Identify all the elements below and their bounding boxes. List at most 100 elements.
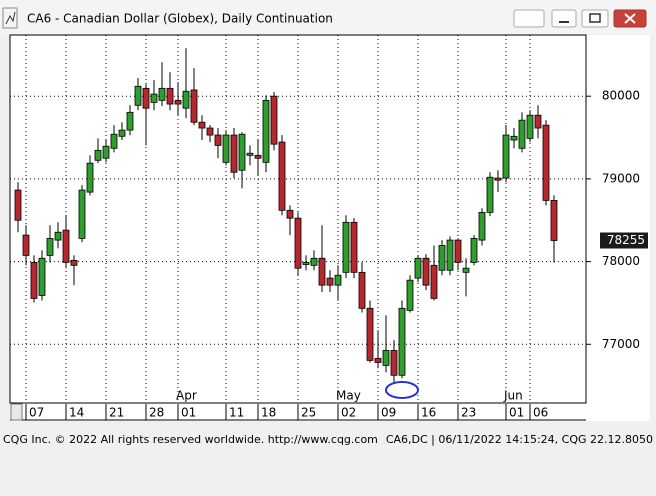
window-title: CA6 - Canadian Dollar (Globex), Daily Co… [27,12,333,26]
candle-body [86,162,94,193]
x-tick-label: 11 [229,406,244,420]
window-icon-line [5,11,16,25]
x-tick-label: 01 [509,406,524,420]
candle-body [134,85,142,106]
candle-body [206,127,214,136]
footer-left: CQG Inc. © 2022 All rights reserved worl… [3,433,378,446]
scroll-handle[interactable] [10,403,23,421]
candle-body [430,264,438,299]
candle-body [366,307,374,361]
candle-body [374,357,382,363]
candle-body [382,350,390,366]
last-price-box [600,232,648,249]
candle-body [446,239,454,271]
candle-body [318,257,326,286]
candle-body [326,277,334,286]
candle-body [158,87,166,101]
candle-body [550,199,558,241]
candle-body [422,257,430,286]
candle-body [478,211,486,241]
candle-body [470,238,478,263]
month-label: Apr [176,389,197,403]
last-price-label: 78255 [607,233,645,247]
x-tick-label: 07 [29,406,44,420]
month-label: May [336,389,361,403]
candle-body [110,133,118,149]
candle-body [494,177,502,181]
candle-body [198,121,206,129]
link-button[interactable] [513,9,545,28]
candle-body [238,133,246,171]
candle-body [30,262,38,299]
candle-body [526,114,534,139]
x-tick-label: 25 [301,406,316,420]
candle-body [398,307,406,376]
candle-body [254,154,262,159]
x-tick-label: 21 [109,406,124,420]
candle-body [102,145,110,159]
candle-body [534,114,542,129]
candle-body [462,267,470,273]
candle-body [62,229,70,263]
month-label: Jun [503,389,523,403]
x-tick-label: 14 [69,406,84,420]
y-tick-label: 80000 [602,89,640,103]
annotation-ellipse [385,381,419,399]
candle-body [14,189,22,221]
candle-body [70,259,78,266]
minimize-button[interactable] [551,9,577,28]
x-tick-label: 01 [181,406,196,420]
candle-body [22,234,30,256]
candle-body [214,134,222,146]
candle-body [358,271,366,309]
restore-icon [589,13,601,23]
candle-body [270,95,278,145]
title-bar [0,0,656,34]
candle-body [126,111,134,131]
candle-body [150,93,158,103]
candle-body [406,279,414,311]
x-tick-label: 23 [461,406,476,420]
restore-button[interactable] [581,9,609,28]
candle-body [118,129,126,137]
window-icon [2,7,18,29]
candle-body [166,87,174,105]
x-tick-label: 16 [421,406,436,420]
candle-body [390,350,398,376]
candle-body [222,134,230,163]
candle-body [334,274,342,286]
y-tick-label: 77000 [602,337,640,351]
candle-body [190,89,198,123]
candle-body [310,257,318,266]
y-tick-label: 79000 [602,171,640,185]
candle-body [542,124,550,201]
candle-body [454,239,462,263]
candle-body [438,245,446,271]
candle-body [342,221,350,273]
candle-body [54,231,62,241]
y-tick-label: 78000 [602,254,640,268]
candle-body [350,221,358,273]
candle-body [38,257,46,296]
candle-body [246,152,254,156]
x-tick-label: 18 [261,406,276,420]
x-tick-label: 09 [381,406,396,420]
candle-body [262,99,270,163]
chart-area [10,35,650,421]
footer-right: CA6,DC | 06/11/2022 14:15:24, CQG 22.12.… [386,433,653,446]
candle-body [182,90,190,109]
candle-body [278,141,286,211]
candle-body [46,238,54,256]
candle-body [142,87,150,109]
candle-body [510,135,518,141]
candle-body [230,134,238,173]
candle-body [78,189,86,239]
candle-body [502,134,510,179]
x-tick-label: 06 [533,406,548,420]
candle-body [486,176,494,213]
x-tick-label: 02 [341,406,356,420]
candle-body [414,257,422,279]
candle-body [302,262,310,265]
